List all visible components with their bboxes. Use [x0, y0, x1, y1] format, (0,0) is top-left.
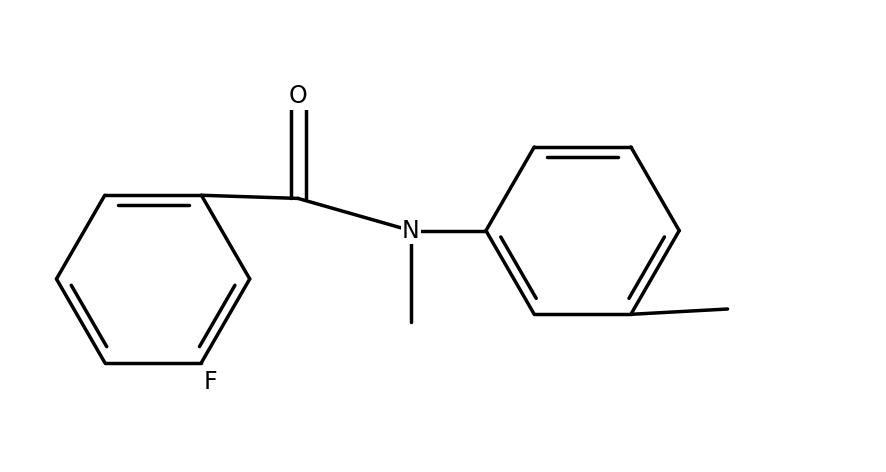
Text: N: N [402, 219, 420, 243]
Text: O: O [289, 84, 307, 109]
Text: F: F [203, 370, 217, 394]
